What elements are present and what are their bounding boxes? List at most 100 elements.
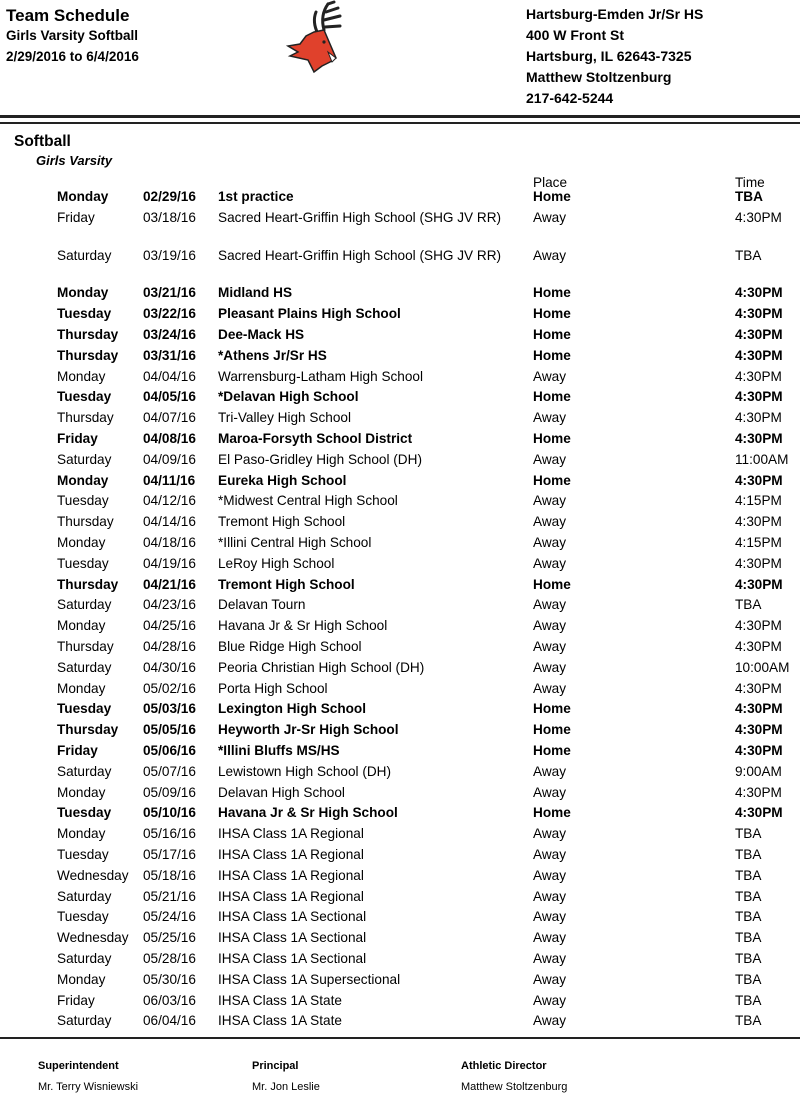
game-day: Thursday — [57, 576, 119, 592]
table-row: Monday 05/16/16 IHSA Class 1A Regional Away… — [0, 823, 800, 844]
game-time: 9:00AM — [735, 763, 782, 779]
game-time: 4:30PM — [735, 285, 783, 301]
game-time: 4:30PM — [735, 209, 782, 225]
game-day: Saturday — [57, 451, 112, 467]
game-date: 06/03/16 — [143, 992, 196, 1008]
table-row: Friday 03/18/16 Sacred Heart-Griffin High … — [0, 207, 800, 228]
game-place: Away — [533, 930, 566, 946]
game-time: 4:30PM — [735, 701, 783, 717]
game-date: 04/05/16 — [143, 389, 196, 405]
game-opponent: Warrensburg-Latham High School — [218, 368, 424, 384]
game-opponent: *Illini Bluffs MS/HS — [218, 743, 340, 758]
game-day: Monday — [57, 535, 106, 550]
game-opponent: Tremont High School — [218, 514, 346, 530]
game-date: 04/07/16 — [143, 410, 196, 426]
sport-heading: Softball — [14, 133, 71, 150]
table-row: Tuesday 05/17/16 IHSA Class 1A Regional Awa… — [0, 844, 800, 865]
game-opponent: IHSA Class 1A State — [218, 1013, 342, 1029]
game-day: Saturday — [57, 247, 112, 263]
game-day: Monday — [57, 826, 106, 842]
header-divider — [0, 122, 800, 124]
game-day: Tuesday — [57, 493, 109, 509]
game-date: 05/30/16 — [143, 971, 196, 987]
table-row: Monday 04/25/16 Havana Jr & Sr High School… — [0, 615, 800, 636]
game-time: 4:30PM — [735, 805, 783, 821]
table-row: Friday 04/08/16 Maroa-Forsyth School Distr… — [0, 428, 800, 449]
game-time: 10:00AM — [735, 659, 790, 675]
game-date: 04/09/16 — [143, 451, 196, 467]
game-day: Friday — [57, 992, 95, 1008]
header-divider — [0, 115, 800, 118]
date-range: 2/29/2016 to 6/4/2016 — [6, 49, 139, 64]
game-place: Home — [533, 431, 571, 446]
game-day: Wednesday — [57, 930, 129, 946]
game-date: 04/23/16 — [143, 597, 196, 613]
table-row: Thursday 04/07/16 Tri-Valley High School Aw… — [0, 407, 800, 428]
game-time: 4:30PM — [735, 389, 783, 405]
game-place: Away — [533, 763, 566, 779]
game-opponent: Midland HS — [218, 285, 293, 301]
game-date: 03/19/16 — [143, 247, 196, 263]
table-row: Monday 04/18/16 *Illini Central High Schoo… — [0, 532, 800, 553]
game-time: 4:30PM — [735, 555, 782, 571]
time-header: Time — [735, 175, 765, 190]
table-row: Tuesday 05/24/16 IHSA Class 1A Sectional Aw… — [0, 906, 800, 927]
game-date: 05/18/16 — [143, 867, 196, 883]
game-place: Home — [533, 805, 571, 821]
game-place: Away — [533, 659, 566, 675]
game-place: Away — [533, 992, 566, 1008]
game-time: 4:15PM — [735, 535, 782, 550]
game-date: 05/16/16 — [143, 826, 196, 842]
game-place: Home — [533, 306, 571, 322]
game-opponent: *Illini Central High School — [218, 535, 372, 550]
game-place: Away — [533, 597, 566, 613]
level-heading: Girls Varsity — [36, 153, 113, 168]
game-place: Home — [533, 285, 571, 301]
game-time: 4:30PM — [735, 618, 782, 634]
game-date: 05/07/16 — [143, 763, 196, 779]
game-place: Away — [533, 826, 566, 842]
game-date: 04/14/16 — [143, 514, 196, 530]
game-opponent: Delavan Tourn — [218, 597, 306, 613]
game-place: Home — [533, 327, 571, 342]
table-row: Friday 05/06/16 *Illini Bluffs MS/HS Home 4:… — [0, 740, 800, 761]
table-row: Tuesday 04/05/16 *Delavan High School Home 4… — [0, 386, 800, 407]
game-place: Away — [533, 514, 566, 530]
game-opponent: IHSA Class 1A Regional — [218, 867, 364, 883]
game-place: Away — [533, 451, 566, 467]
table-row: Saturday 03/19/16 Sacred Heart-Griffin Hig… — [0, 245, 800, 266]
game-place: Away — [533, 410, 566, 426]
game-place: Home — [533, 389, 571, 405]
game-time: TBA — [735, 597, 762, 613]
table-row: Saturday 05/21/16 IHSA Class 1A Regional Aw… — [0, 886, 800, 907]
game-time: 4:30PM — [735, 722, 783, 738]
game-place: Away — [533, 888, 566, 904]
game-opponent: Tri-Valley High School — [218, 410, 351, 426]
game-opponent: Pleasant Plains High School — [218, 306, 401, 322]
table-row: Monday 02/29/16 1st practice Home TBA — [0, 186, 800, 207]
game-day: Tuesday — [57, 306, 112, 322]
game-date: 02/29/16 — [143, 189, 196, 204]
deer-logo — [285, 0, 342, 74]
place-header: Place — [533, 175, 568, 190]
game-date: 05/25/16 — [143, 930, 196, 946]
footer-role: Superintendent — [38, 1060, 119, 1072]
game-place: Home — [533, 701, 571, 717]
table-row: Saturday 04/30/16 Peoria Christian High Sc… — [0, 657, 800, 678]
game-day: Saturday — [57, 888, 112, 904]
game-day: Tuesday — [57, 701, 112, 717]
game-time: 4:30PM — [735, 410, 782, 426]
page-title: Team Schedule — [6, 6, 130, 25]
game-date: 05/03/16 — [143, 701, 196, 717]
game-date: 03/22/16 — [143, 306, 196, 322]
school-name: Hartsburg-Emden Jr/Sr HS — [526, 6, 704, 22]
game-opponent: *Athens Jr/Sr HS — [218, 347, 327, 363]
contact-name: Matthew Stoltzenburg — [526, 69, 672, 85]
game-place: Home — [533, 722, 571, 738]
game-time: TBA — [735, 867, 762, 883]
game-opponent: Eureka High School — [218, 472, 347, 488]
footer-person: Mr. Jon Leslie — [252, 1081, 320, 1093]
game-date: 06/04/16 — [143, 1013, 196, 1029]
table-row: Monday 04/04/16 Warrensburg-Latham High Sc… — [0, 366, 800, 387]
game-place: Away — [533, 971, 566, 987]
